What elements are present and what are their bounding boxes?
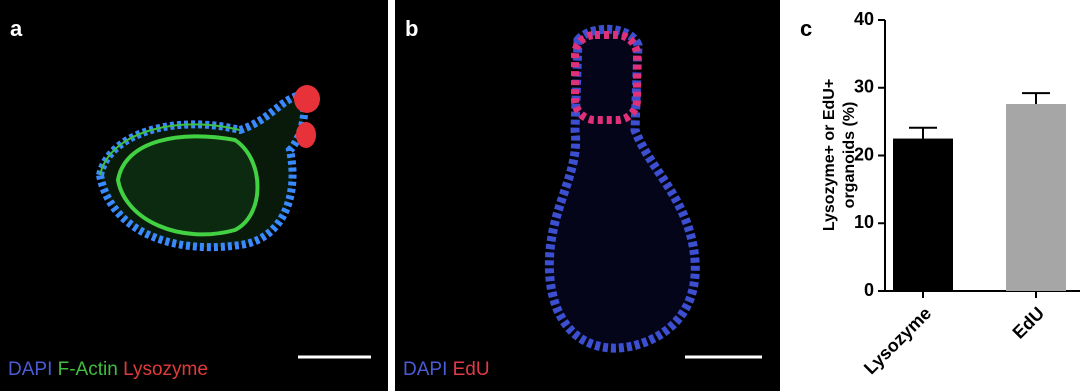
panel-label: a: [10, 16, 23, 41]
y-tick-label: 0: [864, 280, 874, 300]
bar: [893, 138, 953, 291]
panel-label: c: [800, 16, 812, 41]
legend-entry: F-Actin: [58, 359, 123, 380]
x-tick-label: Lysozyme: [860, 303, 935, 378]
y-tick-label: 20: [854, 144, 874, 164]
image-legend: DAPI F-Actin Lysozyme: [8, 359, 208, 380]
y-tick-label: 30: [854, 77, 874, 97]
organoid-b: [544, 24, 700, 353]
image-legend: DAPI EdU: [403, 359, 490, 380]
legend-entry: DAPI: [403, 359, 453, 380]
y-axis-label: Lysozyme+ or EdU+: [821, 79, 838, 231]
legend-entry: Lysozyme: [123, 359, 208, 380]
y-tick-label: 10: [854, 212, 874, 232]
x-tick-label: EdU: [1009, 303, 1049, 343]
panel-label: b: [405, 16, 418, 41]
organoid-a: [95, 85, 320, 252]
legend-entry: EdU: [453, 359, 490, 380]
y-tick-label: 40: [854, 9, 874, 29]
y-axis-label: organoids (%): [841, 102, 858, 209]
legend-entry: DAPI: [8, 359, 58, 380]
bar: [1006, 104, 1066, 291]
